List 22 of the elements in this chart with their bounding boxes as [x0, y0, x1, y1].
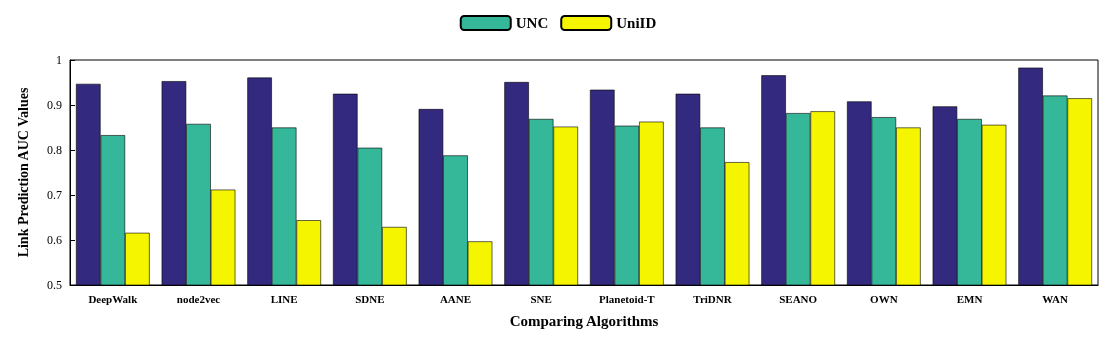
x-tick-label: OWN — [870, 292, 898, 305]
y-tick-label: 0.9 — [47, 98, 62, 112]
y-tick-label: 1 — [56, 53, 62, 67]
legend-label: UniID — [616, 15, 657, 31]
legend-label: UNC — [515, 15, 549, 31]
x-tick-label: SNE — [530, 292, 552, 305]
y-tick-label: 0.8 — [47, 143, 62, 157]
x-tick-label: SEANO — [779, 292, 818, 305]
x-tick-label: node2vec — [176, 292, 221, 305]
y-tick-label: 0.5 — [47, 278, 62, 292]
x-tick-label: SDNE — [355, 292, 385, 305]
y-tick-label: 0.6 — [47, 233, 62, 247]
x-axis-title: Comparing Algorithms — [509, 312, 659, 329]
x-tick-label: TriDNR — [693, 292, 733, 305]
x-tick-label: LINE — [270, 292, 298, 305]
x-tick-label: WAN — [1042, 292, 1069, 305]
x-tick-label: EMN — [956, 292, 983, 305]
x-tick-label: AANE — [439, 292, 472, 305]
x-tick-label: Planetoid-T — [599, 292, 656, 305]
x-tick-label: DeepWalk — [88, 292, 139, 305]
y-tick-label: 0.7 — [47, 188, 62, 202]
y-axis-title: Link Prediction AUC Values — [15, 87, 31, 258]
